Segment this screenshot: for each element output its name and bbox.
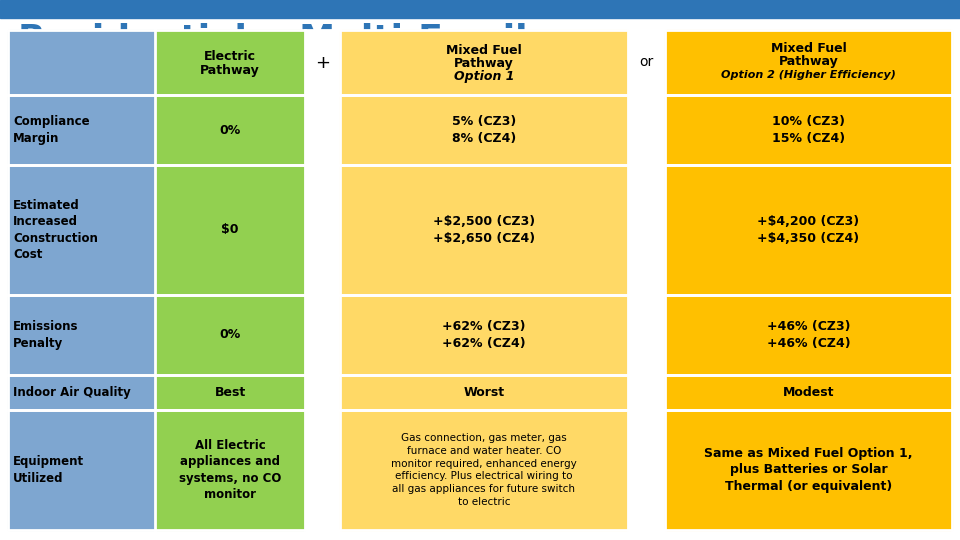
Bar	[155, 410, 305, 530]
Bar	[305, 165, 340, 295]
Text: 5% (CZ3)
8% (CZ4): 5% (CZ3) 8% (CZ4)	[452, 115, 516, 145]
Text: Worst: Worst	[464, 386, 505, 399]
Bar	[305, 410, 340, 530]
Bar	[340, 410, 628, 530]
Bar	[665, 410, 952, 530]
Text: $0: $0	[221, 224, 239, 237]
Bar	[665, 95, 952, 165]
Text: Best: Best	[214, 386, 246, 399]
Bar	[340, 30, 628, 95]
Text: +46% (CZ3)
+46% (CZ4): +46% (CZ3) +46% (CZ4)	[767, 320, 851, 350]
Bar	[155, 30, 305, 95]
Bar	[628, 165, 665, 295]
Bar	[628, 375, 665, 410]
Bar	[8, 410, 155, 530]
Text: Equipment
Utilized: Equipment Utilized	[13, 455, 84, 485]
Text: paired with the Electric Pathway: paired with the Electric Pathway	[617, 49, 833, 62]
Text: Same as Mixed Fuel Option 1,
plus Batteries or Solar
Thermal (or equivalent): Same as Mixed Fuel Option 1, plus Batter…	[705, 447, 913, 493]
Text: Pathway: Pathway	[200, 64, 260, 77]
Bar	[665, 165, 952, 295]
Text: Option 2 (Higher Efficiency): Option 2 (Higher Efficiency)	[721, 71, 896, 80]
Bar	[340, 295, 628, 375]
Text: +$4,200 (CZ3)
+$4,350 (CZ4): +$4,200 (CZ3) +$4,350 (CZ4)	[757, 215, 859, 245]
Bar	[305, 295, 340, 375]
Text: 10% (CZ3)
15% (CZ4): 10% (CZ3) 15% (CZ4)	[772, 115, 845, 145]
Bar	[0, 0, 960, 18]
Text: Compliance
Margin: Compliance Margin	[13, 115, 89, 145]
Bar	[305, 95, 340, 165]
Bar	[155, 165, 305, 295]
Bar	[665, 375, 952, 410]
Bar	[8, 30, 155, 95]
Text: Modest: Modest	[782, 386, 834, 399]
Bar	[8, 165, 155, 295]
Text: Electric: Electric	[204, 50, 256, 63]
Bar	[155, 95, 305, 165]
Bar	[628, 295, 665, 375]
Bar	[8, 295, 155, 375]
Bar	[155, 295, 305, 375]
Bar	[340, 95, 628, 165]
Bar	[628, 30, 665, 95]
Text: to be: to be	[806, 32, 844, 45]
Bar	[8, 95, 155, 165]
Text: Residential  : Multi-Family: Residential : Multi-Family	[18, 23, 551, 57]
Text: Estimated
Increased
Construction
Cost: Estimated Increased Construction Cost	[13, 199, 98, 261]
Bar	[628, 95, 665, 165]
Bar	[628, 410, 665, 530]
Bar	[305, 375, 340, 410]
Text: Indoor Air Quality: Indoor Air Quality	[13, 386, 131, 399]
Text: Gas connection, gas meter, gas
furnace and water heater. CO
monitor required, en: Gas connection, gas meter, gas furnace a…	[391, 433, 577, 507]
Text: +: +	[315, 53, 330, 71]
Text: or: or	[639, 56, 654, 70]
Bar	[155, 375, 305, 410]
Text: Option 1: Option 1	[454, 70, 515, 83]
Bar	[340, 375, 628, 410]
Text: Emissions
Penalty: Emissions Penalty	[13, 320, 79, 350]
Bar	[8, 375, 155, 410]
Text: +62% (CZ3)
+62% (CZ4): +62% (CZ3) +62% (CZ4)	[443, 320, 526, 350]
Bar	[665, 295, 952, 375]
Text: 0%: 0%	[220, 328, 241, 341]
Text: Select Option 1 or Option 2: Select Option 1 or Option 2	[617, 32, 798, 45]
Bar	[340, 165, 628, 295]
Bar	[305, 30, 340, 95]
Text: Mixed Fuel: Mixed Fuel	[446, 44, 522, 57]
Text: Pathway: Pathway	[779, 55, 838, 68]
Text: Pathway: Pathway	[454, 57, 514, 70]
Bar	[665, 30, 952, 95]
Text: Mixed Fuel: Mixed Fuel	[771, 42, 847, 55]
Text: 0%: 0%	[220, 124, 241, 137]
Text: +$2,500 (CZ3)
+$2,650 (CZ4): +$2,500 (CZ3) +$2,650 (CZ4)	[433, 215, 535, 245]
Text: All Electric
appliances and
systems, no CO
monitor: All Electric appliances and systems, no …	[179, 438, 281, 501]
